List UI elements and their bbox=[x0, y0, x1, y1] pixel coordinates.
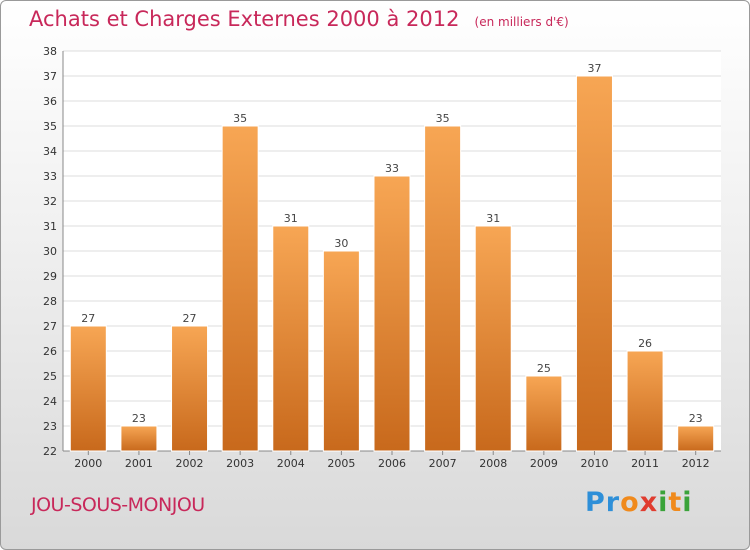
x-tick-label: 2004 bbox=[277, 457, 305, 470]
logo-letter: i bbox=[658, 487, 669, 518]
bar bbox=[69, 325, 107, 452]
bar bbox=[272, 225, 310, 452]
y-tick-label: 25 bbox=[43, 370, 57, 383]
data-label: 35 bbox=[233, 112, 247, 125]
y-tick-label: 23 bbox=[43, 420, 57, 433]
x-tick-label: 2007 bbox=[429, 457, 457, 470]
y-tick-label: 27 bbox=[43, 320, 57, 333]
x-tick-label: 2009 bbox=[530, 457, 558, 470]
data-label: 25 bbox=[537, 362, 551, 375]
bar bbox=[120, 425, 158, 452]
y-tick-label: 38 bbox=[43, 45, 57, 58]
bar bbox=[474, 225, 512, 452]
x-tick-label: 2000 bbox=[74, 457, 102, 470]
chart-title-unit: (en milliers d'€) bbox=[474, 15, 569, 29]
x-tick-label: 2003 bbox=[226, 457, 254, 470]
bar bbox=[171, 325, 209, 452]
data-label: 35 bbox=[436, 112, 450, 125]
chart-title: Achats et Charges Externes 2000 à 2012 (… bbox=[29, 7, 569, 31]
logo-letter: P bbox=[585, 487, 606, 518]
data-label: 23 bbox=[689, 412, 703, 425]
y-tick-label: 33 bbox=[43, 170, 57, 183]
logo-letter: r bbox=[605, 487, 621, 518]
bar bbox=[221, 125, 259, 452]
logo-letter: x bbox=[639, 487, 659, 518]
data-label: 23 bbox=[132, 412, 146, 425]
y-tick-label: 28 bbox=[43, 295, 57, 308]
y-tick-label: 35 bbox=[43, 120, 57, 133]
logo-letter: o bbox=[620, 487, 640, 518]
x-tick-label: 2001 bbox=[125, 457, 153, 470]
data-label: 30 bbox=[334, 237, 348, 250]
bar bbox=[322, 250, 360, 452]
x-tick-label: 2008 bbox=[479, 457, 507, 470]
x-tick-label: 2011 bbox=[631, 457, 659, 470]
y-tick-label: 34 bbox=[43, 145, 57, 158]
bar bbox=[626, 350, 664, 452]
y-tick-label: 30 bbox=[43, 245, 57, 258]
x-tick-label: 2005 bbox=[327, 457, 355, 470]
bar bbox=[677, 425, 715, 452]
y-tick-label: 37 bbox=[43, 70, 57, 83]
data-label: 37 bbox=[587, 62, 601, 75]
data-label: 33 bbox=[385, 162, 399, 175]
data-label: 26 bbox=[638, 337, 652, 350]
y-tick-label: 22 bbox=[43, 445, 57, 458]
data-label: 27 bbox=[81, 312, 95, 325]
data-label: 31 bbox=[284, 212, 298, 225]
y-tick-label: 29 bbox=[43, 270, 57, 283]
logo-letter: i bbox=[682, 487, 693, 518]
x-tick-label: 2010 bbox=[580, 457, 608, 470]
bar bbox=[525, 375, 563, 452]
y-tick-label: 32 bbox=[43, 195, 57, 208]
commune-name: JOU-SOUS-MONJOU bbox=[31, 494, 205, 516]
data-label: 27 bbox=[183, 312, 197, 325]
chart-title-main: Achats et Charges Externes 2000 à 2012 bbox=[29, 7, 460, 31]
y-tick-label: 31 bbox=[43, 220, 57, 233]
logo-letter: t bbox=[668, 487, 683, 518]
bar bbox=[424, 125, 462, 452]
proxiti-logo: Proxiti bbox=[585, 487, 693, 518]
x-tick-label: 2006 bbox=[378, 457, 406, 470]
data-label: 31 bbox=[486, 212, 500, 225]
bar bbox=[575, 75, 613, 452]
x-tick-label: 2002 bbox=[176, 457, 204, 470]
bar bbox=[373, 175, 411, 452]
x-tick-label: 2012 bbox=[682, 457, 710, 470]
y-tick-label: 36 bbox=[43, 95, 57, 108]
y-tick-label: 26 bbox=[43, 345, 57, 358]
y-tick-label: 24 bbox=[43, 395, 57, 408]
